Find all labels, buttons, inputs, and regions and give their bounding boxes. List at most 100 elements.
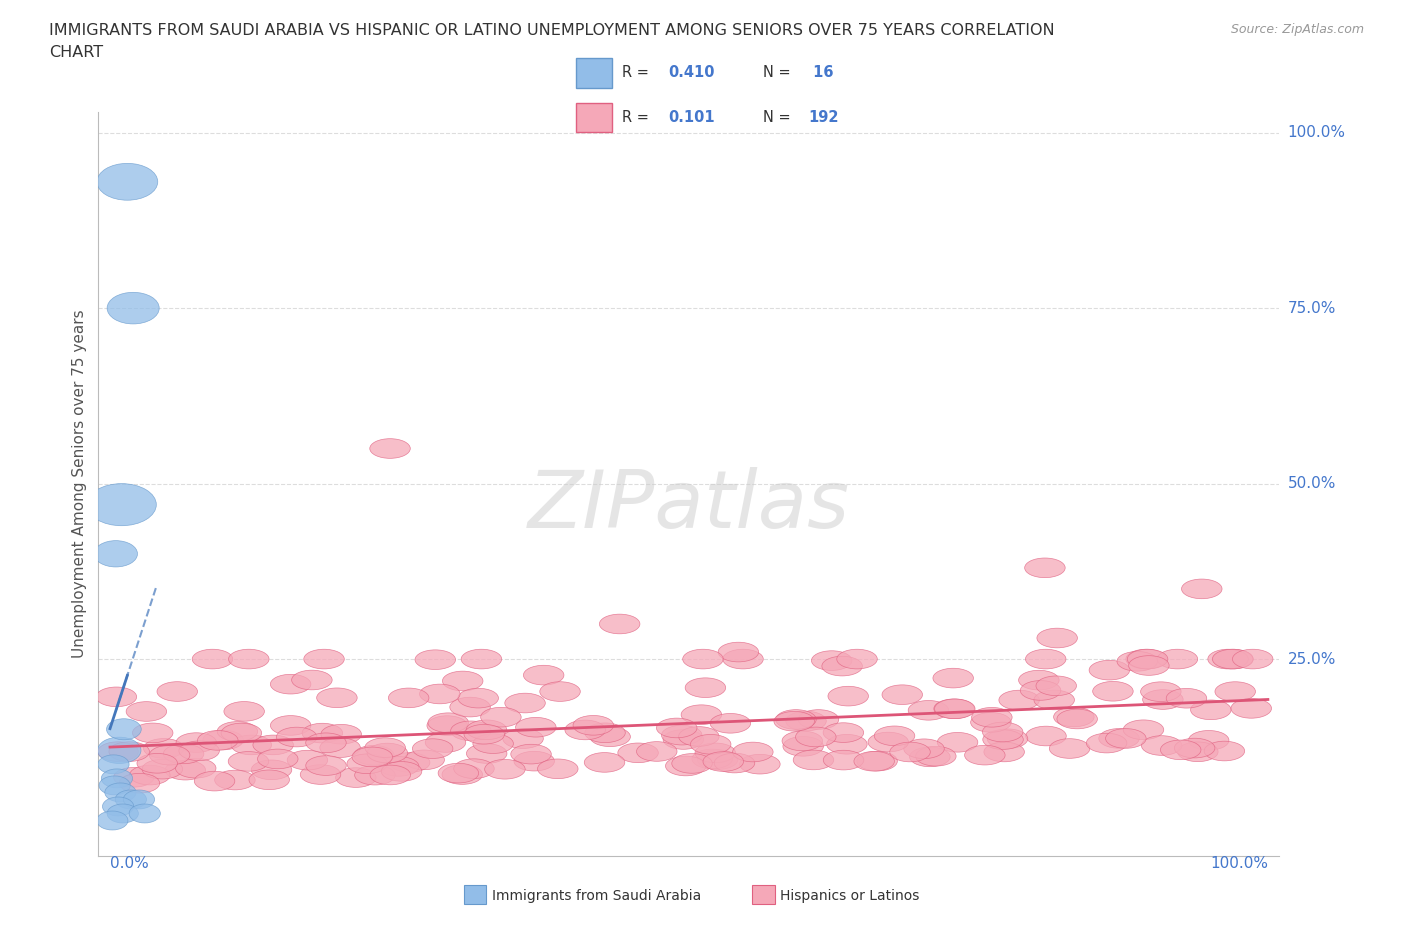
Text: 25.0%: 25.0% <box>1288 652 1336 667</box>
Ellipse shape <box>302 724 343 743</box>
Ellipse shape <box>108 742 149 762</box>
Ellipse shape <box>165 761 205 780</box>
Ellipse shape <box>585 723 626 742</box>
Text: Immigrants from Saudi Arabia: Immigrants from Saudi Arabia <box>492 888 702 903</box>
Ellipse shape <box>127 701 167 722</box>
Ellipse shape <box>231 735 271 755</box>
Ellipse shape <box>1140 682 1181 701</box>
Ellipse shape <box>450 698 491 717</box>
Ellipse shape <box>796 727 837 747</box>
Text: ZIPatlas: ZIPatlas <box>527 467 851 545</box>
Text: 0.101: 0.101 <box>668 111 714 126</box>
Ellipse shape <box>427 716 467 736</box>
Ellipse shape <box>690 735 731 754</box>
Ellipse shape <box>938 733 977 752</box>
Ellipse shape <box>664 730 703 750</box>
Text: 100.0%: 100.0% <box>1211 856 1268 870</box>
Ellipse shape <box>537 759 578 778</box>
Ellipse shape <box>934 669 973 688</box>
Ellipse shape <box>107 292 159 324</box>
Ellipse shape <box>98 776 131 795</box>
Ellipse shape <box>149 745 190 765</box>
Ellipse shape <box>107 719 141 739</box>
Ellipse shape <box>157 682 197 701</box>
Ellipse shape <box>1212 649 1253 669</box>
Ellipse shape <box>599 614 640 634</box>
Ellipse shape <box>1191 700 1232 720</box>
Ellipse shape <box>1098 728 1139 749</box>
Ellipse shape <box>354 746 394 765</box>
Text: 192: 192 <box>808 111 839 126</box>
Ellipse shape <box>1123 720 1164 739</box>
Ellipse shape <box>221 724 262 743</box>
Ellipse shape <box>510 744 551 764</box>
Ellipse shape <box>87 484 156 525</box>
Ellipse shape <box>983 730 1024 750</box>
Ellipse shape <box>97 164 157 200</box>
Ellipse shape <box>934 699 974 719</box>
Ellipse shape <box>228 751 269 771</box>
Ellipse shape <box>202 730 243 750</box>
Ellipse shape <box>1116 652 1157 671</box>
Ellipse shape <box>1213 649 1253 669</box>
Ellipse shape <box>97 737 141 764</box>
Ellipse shape <box>305 733 346 752</box>
Y-axis label: Unemployment Among Seniors over 75 years: Unemployment Among Seniors over 75 years <box>72 310 87 658</box>
Ellipse shape <box>412 738 453 759</box>
Text: 16: 16 <box>808 65 834 80</box>
Ellipse shape <box>1087 733 1126 753</box>
Ellipse shape <box>703 751 744 771</box>
Ellipse shape <box>823 723 863 742</box>
Ellipse shape <box>415 650 456 670</box>
Ellipse shape <box>685 678 725 698</box>
Ellipse shape <box>367 743 408 763</box>
Ellipse shape <box>257 749 298 769</box>
Ellipse shape <box>987 729 1028 749</box>
Ellipse shape <box>381 762 422 781</box>
Ellipse shape <box>197 731 238 751</box>
Ellipse shape <box>454 759 495 778</box>
Text: R =: R = <box>621 111 658 126</box>
Ellipse shape <box>176 733 217 752</box>
Text: 100.0%: 100.0% <box>1288 126 1346 140</box>
Ellipse shape <box>215 770 254 790</box>
Ellipse shape <box>270 674 311 694</box>
Ellipse shape <box>697 750 738 769</box>
Ellipse shape <box>229 649 269 669</box>
Ellipse shape <box>523 665 564 685</box>
Text: 75.0%: 75.0% <box>1288 300 1336 315</box>
Ellipse shape <box>252 760 292 779</box>
Ellipse shape <box>908 700 949 720</box>
Ellipse shape <box>1174 738 1215 758</box>
Ellipse shape <box>427 713 468 733</box>
Ellipse shape <box>984 742 1025 762</box>
Ellipse shape <box>439 764 478 783</box>
Ellipse shape <box>515 751 554 771</box>
Ellipse shape <box>129 765 170 785</box>
Ellipse shape <box>683 649 723 669</box>
Ellipse shape <box>965 745 1005 765</box>
Ellipse shape <box>1092 682 1133 701</box>
Ellipse shape <box>665 756 706 776</box>
Ellipse shape <box>217 722 257 741</box>
Ellipse shape <box>714 753 755 773</box>
Ellipse shape <box>101 769 132 788</box>
Text: R =: R = <box>621 65 654 80</box>
Ellipse shape <box>783 737 824 756</box>
Ellipse shape <box>1178 742 1218 762</box>
Ellipse shape <box>824 751 863 770</box>
Ellipse shape <box>107 804 138 823</box>
Text: 50.0%: 50.0% <box>1288 476 1336 491</box>
Ellipse shape <box>253 735 294 755</box>
Ellipse shape <box>1232 698 1271 718</box>
Ellipse shape <box>1021 681 1060 700</box>
Ellipse shape <box>505 693 546 713</box>
Ellipse shape <box>366 737 405 757</box>
Ellipse shape <box>672 753 713 773</box>
Ellipse shape <box>114 767 155 787</box>
Ellipse shape <box>464 724 505 744</box>
Ellipse shape <box>661 725 702 745</box>
Ellipse shape <box>378 757 419 777</box>
Text: CHART: CHART <box>49 45 103 60</box>
Ellipse shape <box>443 671 484 691</box>
